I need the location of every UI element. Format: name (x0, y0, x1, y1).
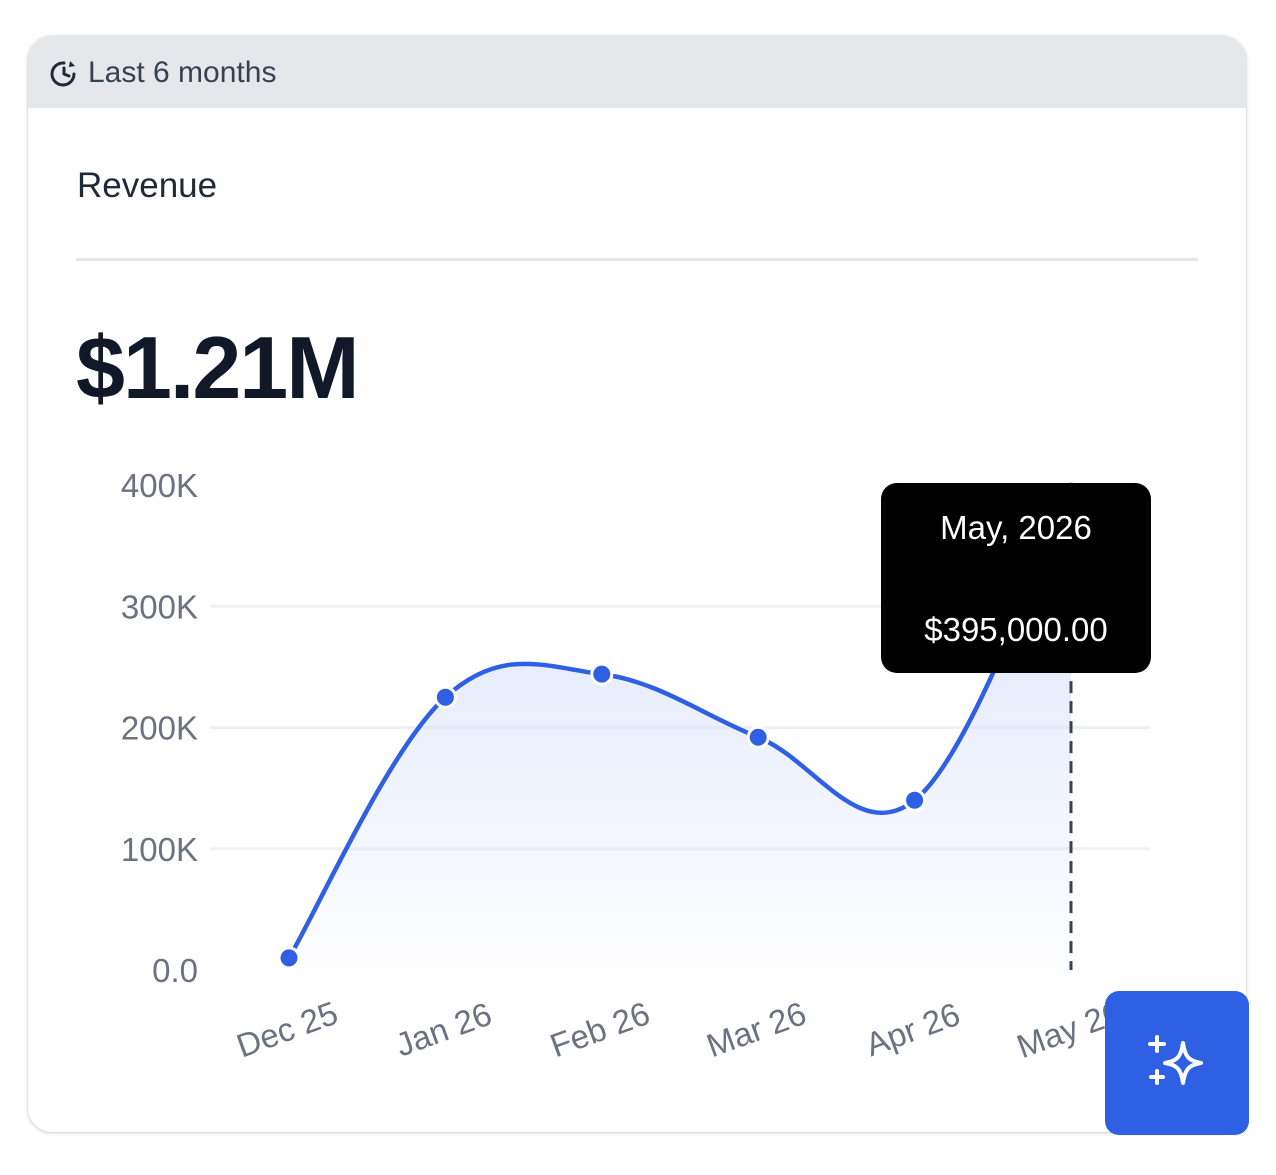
clock-history-icon (50, 61, 76, 87)
tooltip-value: $395,000.00 (924, 611, 1108, 648)
y-tick-label: 200K (121, 710, 198, 747)
area-fill (289, 491, 1071, 970)
ai-assistant-button[interactable] (1105, 991, 1249, 1135)
data-point[interactable] (590, 662, 614, 686)
x-tick-label: Apr 26 (861, 995, 965, 1063)
area-fill-path (289, 491, 1071, 970)
data-point[interactable] (277, 946, 301, 970)
tooltip-date: May, 2026 (940, 509, 1092, 546)
series-line-path (286, 488, 1074, 961)
y-tick-label: 300K (121, 588, 198, 625)
x-tick-label: Dec 25 (232, 994, 343, 1065)
x-tick-label: Mar 26 (702, 994, 811, 1064)
x-axis-ticks: Dec 25 Jan 26 Feb 26 Mar 26 Apr 26 May 26 (232, 993, 1127, 1065)
y-tick-label: 0.0 (152, 952, 198, 989)
data-point[interactable] (746, 725, 770, 749)
metric-title: Revenue (77, 166, 218, 205)
series-line (286, 488, 1074, 961)
period-label: Last 6 months (88, 56, 277, 89)
data-point[interactable] (903, 788, 927, 812)
data-point[interactable] (433, 685, 457, 709)
x-tick-label: Feb 26 (545, 994, 654, 1064)
y-axis-ticks: 0.0 100K 200K 300K 400K (121, 467, 198, 989)
y-tick-label: 400K (121, 467, 198, 504)
y-tick-label: 100K (121, 831, 198, 868)
divider (76, 258, 1198, 261)
metric-value: $1.21M (76, 318, 360, 417)
x-tick-label: Jan 26 (391, 995, 497, 1064)
card-header[interactable]: Last 6 months (28, 36, 1246, 108)
chart-tooltip: May, 2026 $395,000.00 (881, 483, 1151, 673)
data-points (277, 479, 1083, 970)
sparkles-icon (1148, 1035, 1203, 1085)
